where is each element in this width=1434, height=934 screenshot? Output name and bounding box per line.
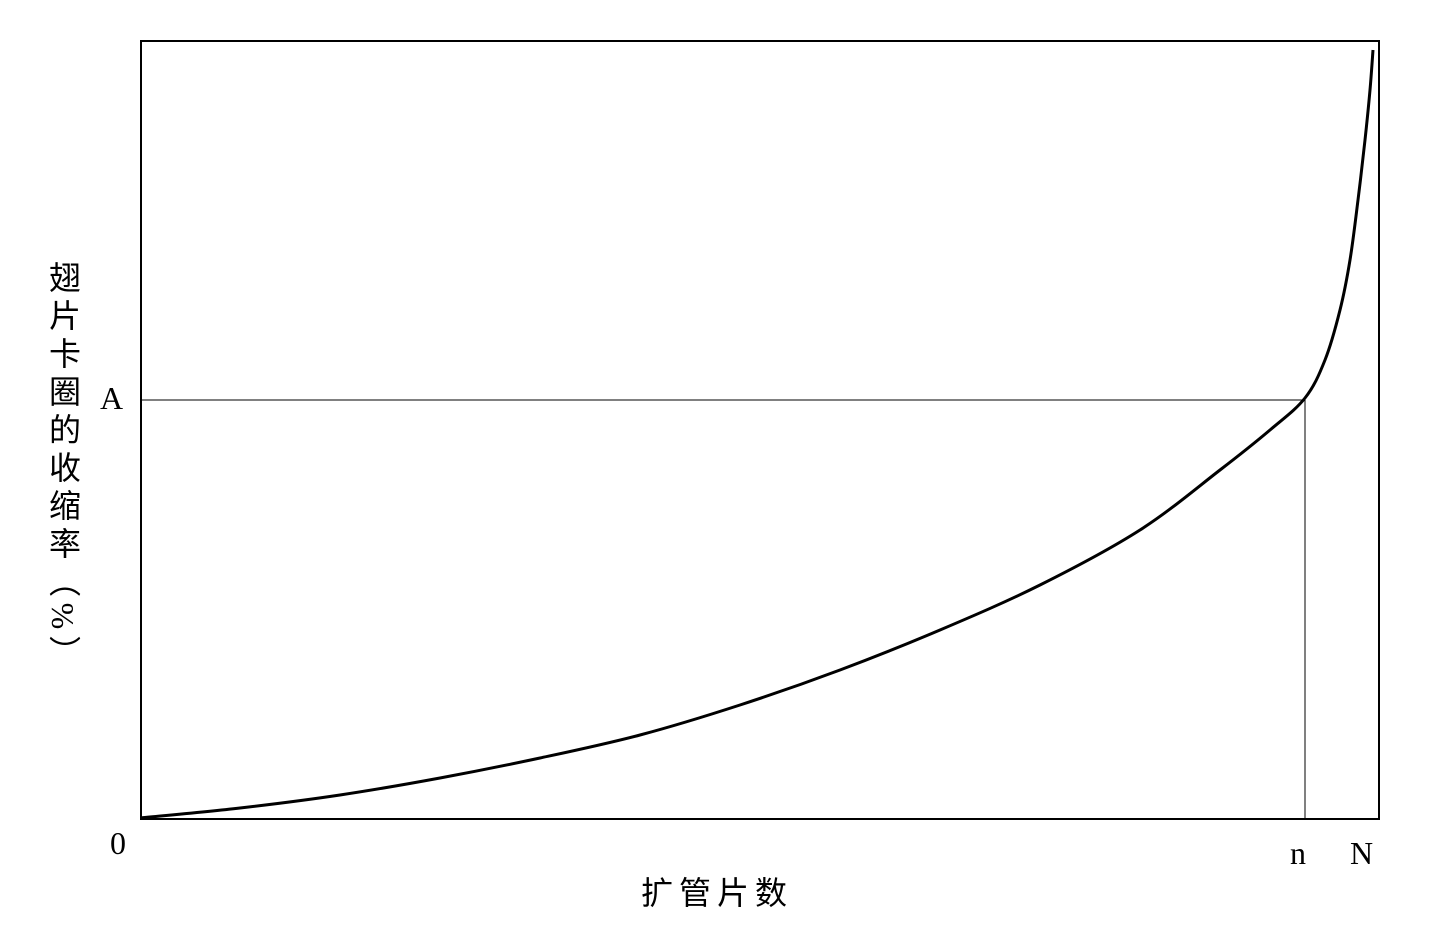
tick-origin: 0 [110,825,126,862]
x-axis-label: 扩管片数 [641,868,793,914]
chart-container [140,40,1380,820]
plot-area [140,40,1380,820]
tick-x-n: n [1290,835,1306,872]
tick-x-N: N [1350,835,1373,872]
tick-y-A: A [100,380,123,417]
y-axis-label: 翅片卡圈的收缩率（%） [40,261,86,674]
